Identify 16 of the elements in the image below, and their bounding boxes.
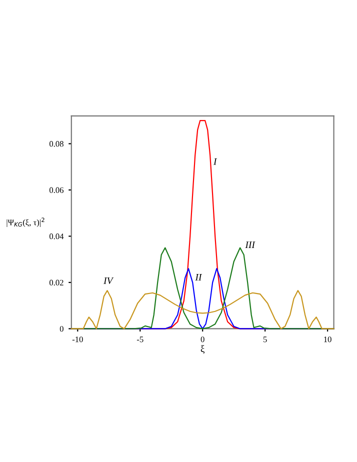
y-tick-label: 0.04 (49, 234, 64, 240)
x-tick-label: 5 (263, 336, 267, 342)
annotation: II (195, 274, 202, 280)
y-tick-label: 0 (60, 326, 64, 332)
y-tick-label: 0.02 (49, 280, 64, 286)
y-tick-label: 0.06 (49, 187, 64, 193)
x-tick-label: 0 (200, 336, 204, 342)
x-axis-title: ξ (200, 345, 205, 354)
x-tick-label: -10 (72, 336, 83, 342)
x-tick-label: -5 (136, 336, 144, 342)
y-axis-title: |Ψ$_{KG}$(ξ, τ)|$^{2}$ (6, 218, 44, 227)
x-tick-label: 10 (324, 336, 332, 342)
annotation: IV (104, 277, 114, 284)
annotation: III (245, 242, 256, 248)
y-tick-label: 0.08 (49, 141, 64, 147)
annotation: I (213, 158, 218, 165)
